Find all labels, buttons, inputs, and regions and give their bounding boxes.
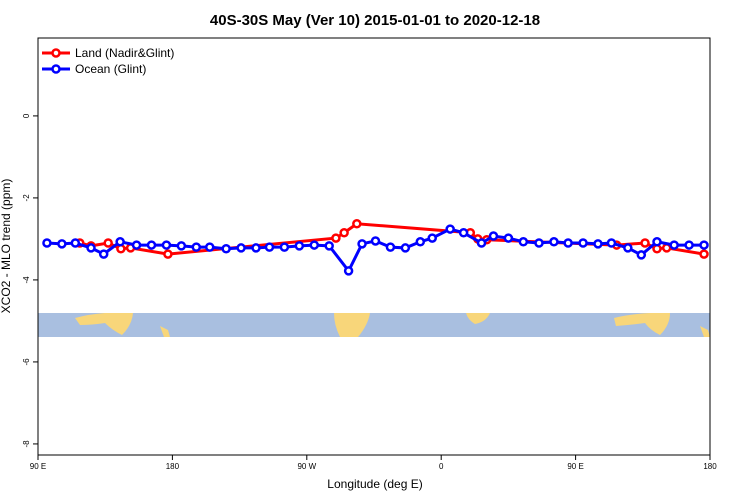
data-point <box>98 249 109 259</box>
y-tick-label: -2 <box>22 194 31 202</box>
data-point <box>57 239 67 249</box>
data-point <box>251 243 261 253</box>
data-point <box>534 238 544 248</box>
data-point <box>103 238 113 248</box>
x-tick-label: 0 <box>439 462 444 471</box>
data-point <box>264 242 275 252</box>
data-point <box>191 242 202 252</box>
data-point <box>606 238 617 248</box>
data-point <box>640 238 650 248</box>
x-tick-label: 180 <box>166 462 180 471</box>
legend-label: Land (Nadir&Glint) <box>75 46 174 60</box>
data-point <box>161 240 172 250</box>
data-point <box>593 239 603 249</box>
data-point <box>221 244 231 254</box>
data-point <box>42 238 52 248</box>
data-point <box>352 218 362 229</box>
data-point <box>636 250 647 260</box>
data-point <box>86 243 96 253</box>
data-point <box>699 240 709 250</box>
data-point <box>309 240 320 250</box>
data-point <box>518 237 529 247</box>
data-point <box>324 241 334 251</box>
data-point <box>343 266 354 276</box>
y-tick-label: 0 <box>22 113 31 118</box>
data-point <box>70 238 81 248</box>
plot-frame <box>37 37 711 456</box>
data-point <box>623 243 633 253</box>
data-point <box>549 237 559 247</box>
data-point <box>357 239 367 249</box>
data-point <box>476 238 487 248</box>
x-tick-label: 180 <box>703 462 717 471</box>
data-point <box>458 228 469 238</box>
legend-marker <box>51 48 61 58</box>
data-point <box>385 242 396 252</box>
data-point <box>669 240 679 250</box>
data-point <box>400 243 411 253</box>
data-point <box>445 224 455 234</box>
legend-label: Ocean (Glint) <box>75 62 146 76</box>
data-point <box>339 228 349 238</box>
data-point <box>578 238 588 248</box>
data-point <box>131 240 142 250</box>
y-tick-label: -6 <box>22 358 31 366</box>
data-point <box>415 237 426 247</box>
x-tick-label: 90 E <box>567 462 583 471</box>
data-point <box>279 242 290 252</box>
data-point <box>563 238 573 248</box>
y-tick-label: -8 <box>22 440 31 448</box>
data-point <box>176 241 187 251</box>
data-point <box>115 237 125 247</box>
y-tick-label: -4 <box>22 276 31 284</box>
data-point <box>488 231 499 241</box>
data-point <box>146 240 157 250</box>
data-point <box>294 241 305 251</box>
data-point <box>684 240 694 250</box>
data-point <box>652 237 662 247</box>
data-point <box>699 249 709 259</box>
data-point <box>370 236 381 246</box>
chart-title: 40S-30S May (Ver 10) 2015-01-01 to 2020-… <box>210 12 540 29</box>
data-point <box>503 233 514 243</box>
x-tick-label: 90 W <box>297 462 316 471</box>
map-strip <box>38 313 710 337</box>
x-tick-label: 90 E <box>30 462 46 471</box>
y-axis-label: XCO2 - MLO trend (ppm) <box>0 179 13 314</box>
legend-marker <box>51 64 61 74</box>
data-point <box>427 233 437 243</box>
x-axis-label: Longitude (deg E) <box>327 477 422 491</box>
data-point <box>236 243 246 253</box>
data-point <box>204 242 215 252</box>
data-point <box>163 249 173 259</box>
data-point <box>331 233 341 243</box>
